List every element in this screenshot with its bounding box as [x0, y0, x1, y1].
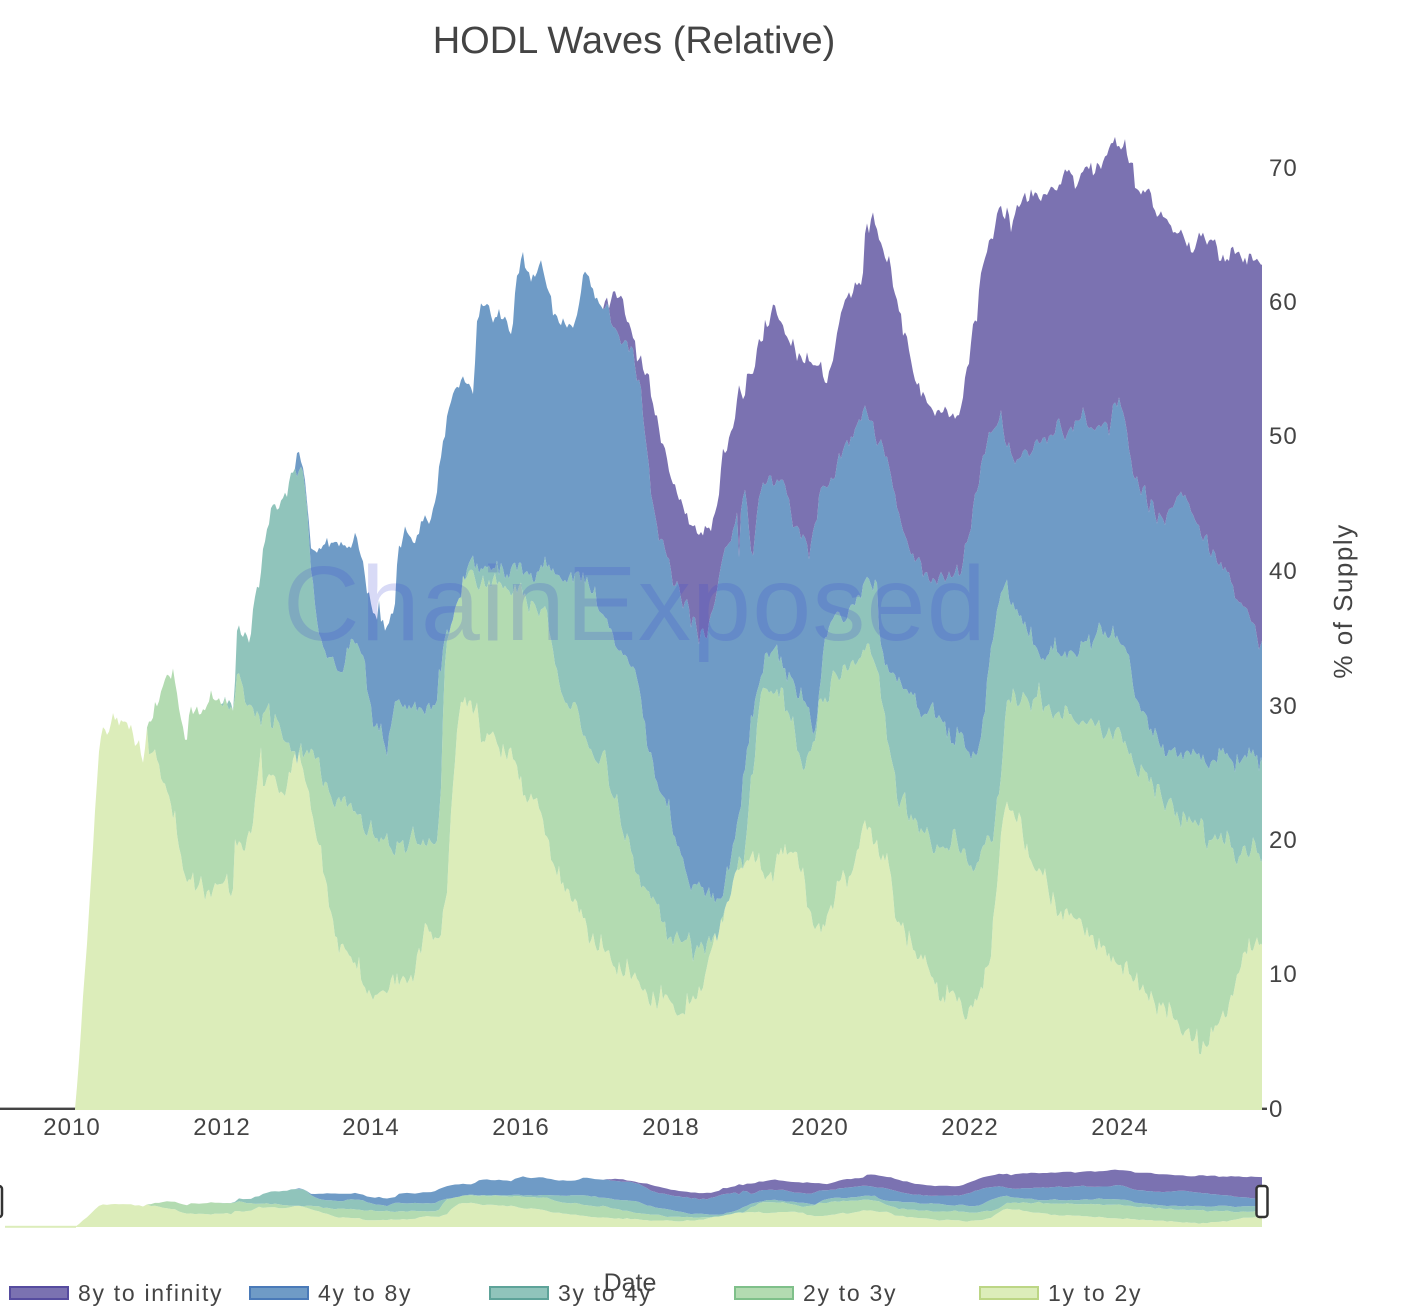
svg-text:2022: 2022 — [941, 1114, 998, 1141]
svg-text:60: 60 — [1269, 289, 1298, 316]
svg-text:2024: 2024 — [1091, 1114, 1148, 1141]
svg-text:30: 30 — [1269, 693, 1298, 720]
svg-text:2018: 2018 — [642, 1114, 699, 1141]
svg-text:2020: 2020 — [791, 1114, 848, 1141]
svg-text:ChainExposed: ChainExposed — [283, 545, 987, 663]
svg-text:% of Supply: % of Supply — [1328, 523, 1358, 678]
svg-text:Date: Date — [604, 1269, 657, 1297]
svg-text:4y to 8y: 4y to 8y — [318, 1280, 412, 1306]
svg-text:2y to 3y: 2y to 3y — [803, 1280, 897, 1306]
svg-text:2012: 2012 — [193, 1114, 250, 1141]
svg-text:2010: 2010 — [43, 1114, 100, 1141]
svg-text:50: 50 — [1269, 423, 1298, 450]
svg-text:10: 10 — [1269, 961, 1298, 988]
svg-text:70: 70 — [1269, 155, 1298, 182]
svg-text:20: 20 — [1269, 827, 1298, 854]
svg-text:2016: 2016 — [492, 1114, 549, 1141]
svg-text:HODL Waves (Relative): HODL Waves (Relative) — [433, 20, 836, 62]
svg-text:40: 40 — [1269, 558, 1298, 585]
svg-text:3y to 4y: 3y to 4y — [558, 1280, 652, 1306]
svg-text:8y to infinity: 8y to infinity — [78, 1280, 223, 1306]
svg-text:0: 0 — [1269, 1096, 1283, 1123]
svg-text:1y to 2y: 1y to 2y — [1048, 1280, 1142, 1306]
svg-text:2014: 2014 — [342, 1114, 399, 1141]
